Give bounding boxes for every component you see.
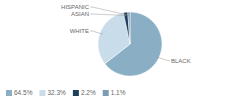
- legend-swatch: [103, 90, 109, 96]
- annotation: BLACK: [171, 58, 191, 64]
- chart: BLACK WHITE ASIANHISPANIC 64.5% 32.3% 2.2% 1.1…: [0, 0, 240, 100]
- leader-line: [90, 31, 103, 34]
- legend-item: 64.5%: [6, 89, 33, 96]
- legend-item: 2.2%: [73, 89, 96, 96]
- annotations: BLACK WHITE ASIANHISPANIC: [61, 4, 191, 64]
- legend-swatch: [6, 90, 12, 96]
- legend-label: 32.3%: [47, 89, 66, 96]
- pie-slice: [128, 12, 130, 44]
- legend-item: 32.3%: [39, 89, 66, 96]
- pie-slice: [123, 12, 130, 44]
- legend-label: 64.5%: [14, 89, 33, 96]
- leader-line: [90, 7, 129, 15]
- annotation: HISPANIC: [61, 4, 90, 10]
- pie: [98, 12, 162, 76]
- legend-label: 1.1%: [111, 89, 126, 96]
- legend-swatch: [39, 90, 45, 96]
- legend: 64.5% 32.3% 2.2% 1.1%: [6, 89, 126, 96]
- legend-swatch: [73, 90, 79, 96]
- legend-label: 2.2%: [81, 89, 96, 96]
- annotation: WHITE: [70, 28, 89, 34]
- leader-line: [156, 57, 170, 61]
- annotation: ASIAN: [71, 11, 89, 17]
- pie-slice: [98, 13, 130, 64]
- legend-item: 1.1%: [103, 89, 126, 96]
- leader-line: [90, 14, 126, 15]
